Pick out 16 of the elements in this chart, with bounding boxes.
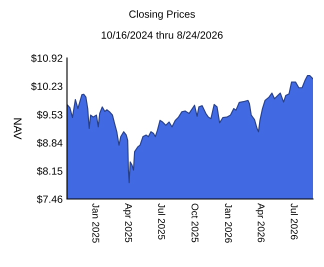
y-tick-label: $10.92: [31, 54, 62, 62]
y-tick-label: $8.84: [36, 138, 63, 148]
y-axis-title: NAV: [14, 118, 22, 140]
y-tick-label: $8.15: [36, 166, 62, 176]
chart-title: Closing Prices: [129, 10, 195, 20]
x-tick-label: Apr 2026: [256, 203, 265, 242]
y-tick-label: $10.23: [31, 82, 62, 91]
chart-subtitle: 10/16/2024 thru 8/24/2026: [102, 31, 223, 39]
x-tick-label: Jan 2026: [225, 203, 232, 243]
x-tick-label: Jul 2026: [290, 203, 298, 240]
x-tick-label: Oct 2025: [192, 204, 198, 242]
y-tick-label: $7.46: [36, 195, 62, 204]
x-tick-label: Jan 2025: [92, 203, 100, 243]
y-tick-label: $9.53: [36, 110, 62, 120]
x-tick-label: Jul 2025: [158, 203, 166, 240]
x-tick-label: Apr 2025: [123, 203, 132, 242]
